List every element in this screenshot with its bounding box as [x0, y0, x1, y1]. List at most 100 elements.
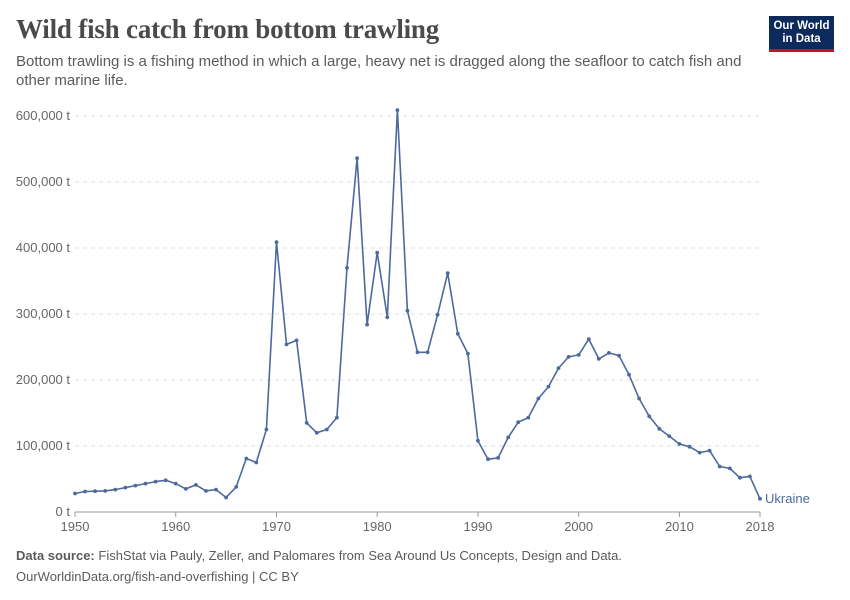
series-label: Ukraine [765, 491, 810, 506]
logo-line-2: in Data [782, 33, 821, 45]
source-url[interactable]: OurWorldinData.org/fish-and-overfishing … [16, 569, 299, 584]
data-point[interactable] [496, 456, 500, 460]
data-point[interactable] [244, 456, 249, 461]
y-tick-label: 500,000 t [16, 174, 71, 189]
data-point[interactable] [133, 483, 138, 488]
data-point[interactable] [455, 331, 460, 336]
data-point[interactable] [314, 430, 319, 435]
y-tick-label: 0 t [56, 504, 71, 519]
data-point[interactable] [748, 474, 752, 479]
data-point[interactable] [234, 485, 239, 489]
data-point[interactable] [204, 489, 208, 493]
data-point[interactable] [163, 478, 168, 483]
data-point[interactable] [677, 442, 682, 446]
data-point[interactable] [103, 489, 108, 493]
data-point[interactable] [617, 353, 621, 358]
data-point[interactable] [183, 487, 188, 491]
data-source-text: FishStat via Pauly, Zeller, and Palomare… [98, 548, 623, 563]
x-tick-label: 1950 [61, 519, 90, 534]
data-point[interactable] [294, 338, 299, 343]
data-point[interactable] [546, 384, 551, 389]
chart-title: Wild fish catch from bottom trawling [16, 14, 440, 44]
data-point[interactable] [647, 414, 652, 419]
data-point[interactable] [365, 322, 369, 327]
data-point[interactable] [516, 420, 521, 425]
data-point[interactable] [254, 460, 259, 465]
data-point[interactable] [586, 337, 591, 341]
data-point[interactable] [607, 351, 611, 355]
data-point[interactable] [596, 357, 601, 361]
data-point[interactable] [395, 108, 400, 112]
data-source: Data source: FishStat via Pauly, Zeller,… [16, 548, 622, 563]
data-point[interactable] [486, 457, 490, 462]
data-point[interactable] [355, 156, 359, 161]
data-point[interactable] [526, 415, 531, 420]
x-tick-label: 2018 [746, 519, 775, 534]
data-point[interactable] [536, 396, 541, 401]
x-tick-label: 1970 [262, 519, 291, 534]
data-point[interactable] [143, 481, 148, 486]
data-source-label: Data source: [16, 548, 95, 563]
data-point[interactable] [697, 450, 702, 455]
data-point[interactable] [657, 426, 662, 431]
series-line[interactable] [74, 109, 761, 500]
data-point[interactable] [687, 444, 692, 449]
x-tick-label: 2010 [665, 519, 694, 534]
data-point[interactable] [385, 315, 390, 320]
data-point[interactable] [345, 265, 349, 270]
data-point[interactable] [83, 489, 87, 494]
logo-line-1: Our World [773, 20, 830, 32]
data-point[interactable] [304, 421, 309, 425]
data-point[interactable] [576, 353, 581, 357]
x-tick-label: 1980 [363, 519, 392, 534]
data-point[interactable] [93, 489, 97, 494]
data-point[interactable] [738, 475, 742, 480]
data-point[interactable] [415, 350, 420, 355]
data-point[interactable] [667, 434, 672, 438]
data-point[interactable] [717, 464, 722, 469]
data-point[interactable] [506, 435, 511, 440]
series-layer [73, 108, 762, 501]
data-point[interactable] [123, 485, 128, 490]
y-tick-label: 300,000 t [16, 306, 71, 321]
data-point[interactable] [324, 427, 329, 432]
y-axis-labels: 0 t 100,000 t 200,000 t 300,000 t 400,000 t 5… [16, 108, 71, 519]
data-point[interactable] [214, 487, 218, 492]
chart-subtitle: Bottom trawling is a fishing method in w… [16, 53, 742, 89]
data-point[interactable] [284, 342, 289, 347]
data-point[interactable] [73, 491, 77, 496]
data-point[interactable] [637, 396, 641, 401]
data-point[interactable] [476, 438, 480, 443]
y-tick-label: 600,000 t [16, 108, 71, 123]
data-point[interactable] [194, 483, 198, 487]
data-point[interactable] [445, 271, 450, 275]
y-tick-label: 100,000 t [16, 438, 71, 453]
data-point[interactable] [425, 350, 430, 355]
x-tick-label: 2000 [564, 519, 593, 534]
x-axis-ticks: 1950 1960 1970 1980 1990 2000 2010 2018 [61, 512, 775, 534]
data-point[interactable] [224, 495, 229, 500]
data-point[interactable] [405, 308, 410, 313]
data-point[interactable] [707, 448, 712, 453]
data-point[interactable] [113, 487, 118, 492]
data-point[interactable] [758, 496, 762, 501]
data-point[interactable] [727, 466, 732, 471]
grid-lines [75, 115, 760, 447]
y-tick-label: 200,000 t [16, 372, 71, 387]
data-point[interactable] [274, 240, 279, 245]
data-point[interactable] [264, 427, 269, 432]
x-tick-label: 1960 [161, 519, 190, 534]
data-point[interactable] [153, 479, 158, 484]
data-point[interactable] [335, 415, 339, 420]
data-point[interactable] [556, 366, 561, 370]
data-point[interactable] [466, 351, 470, 356]
x-tick-label: 1990 [463, 519, 492, 534]
data-point[interactable] [173, 481, 178, 486]
series-labels: Ukraine [765, 491, 810, 506]
data-point[interactable] [566, 355, 571, 359]
data-point[interactable] [627, 372, 631, 377]
data-point[interactable] [375, 250, 380, 255]
owid-logo[interactable]: Our World in Data [769, 16, 834, 52]
data-point[interactable] [435, 312, 440, 317]
